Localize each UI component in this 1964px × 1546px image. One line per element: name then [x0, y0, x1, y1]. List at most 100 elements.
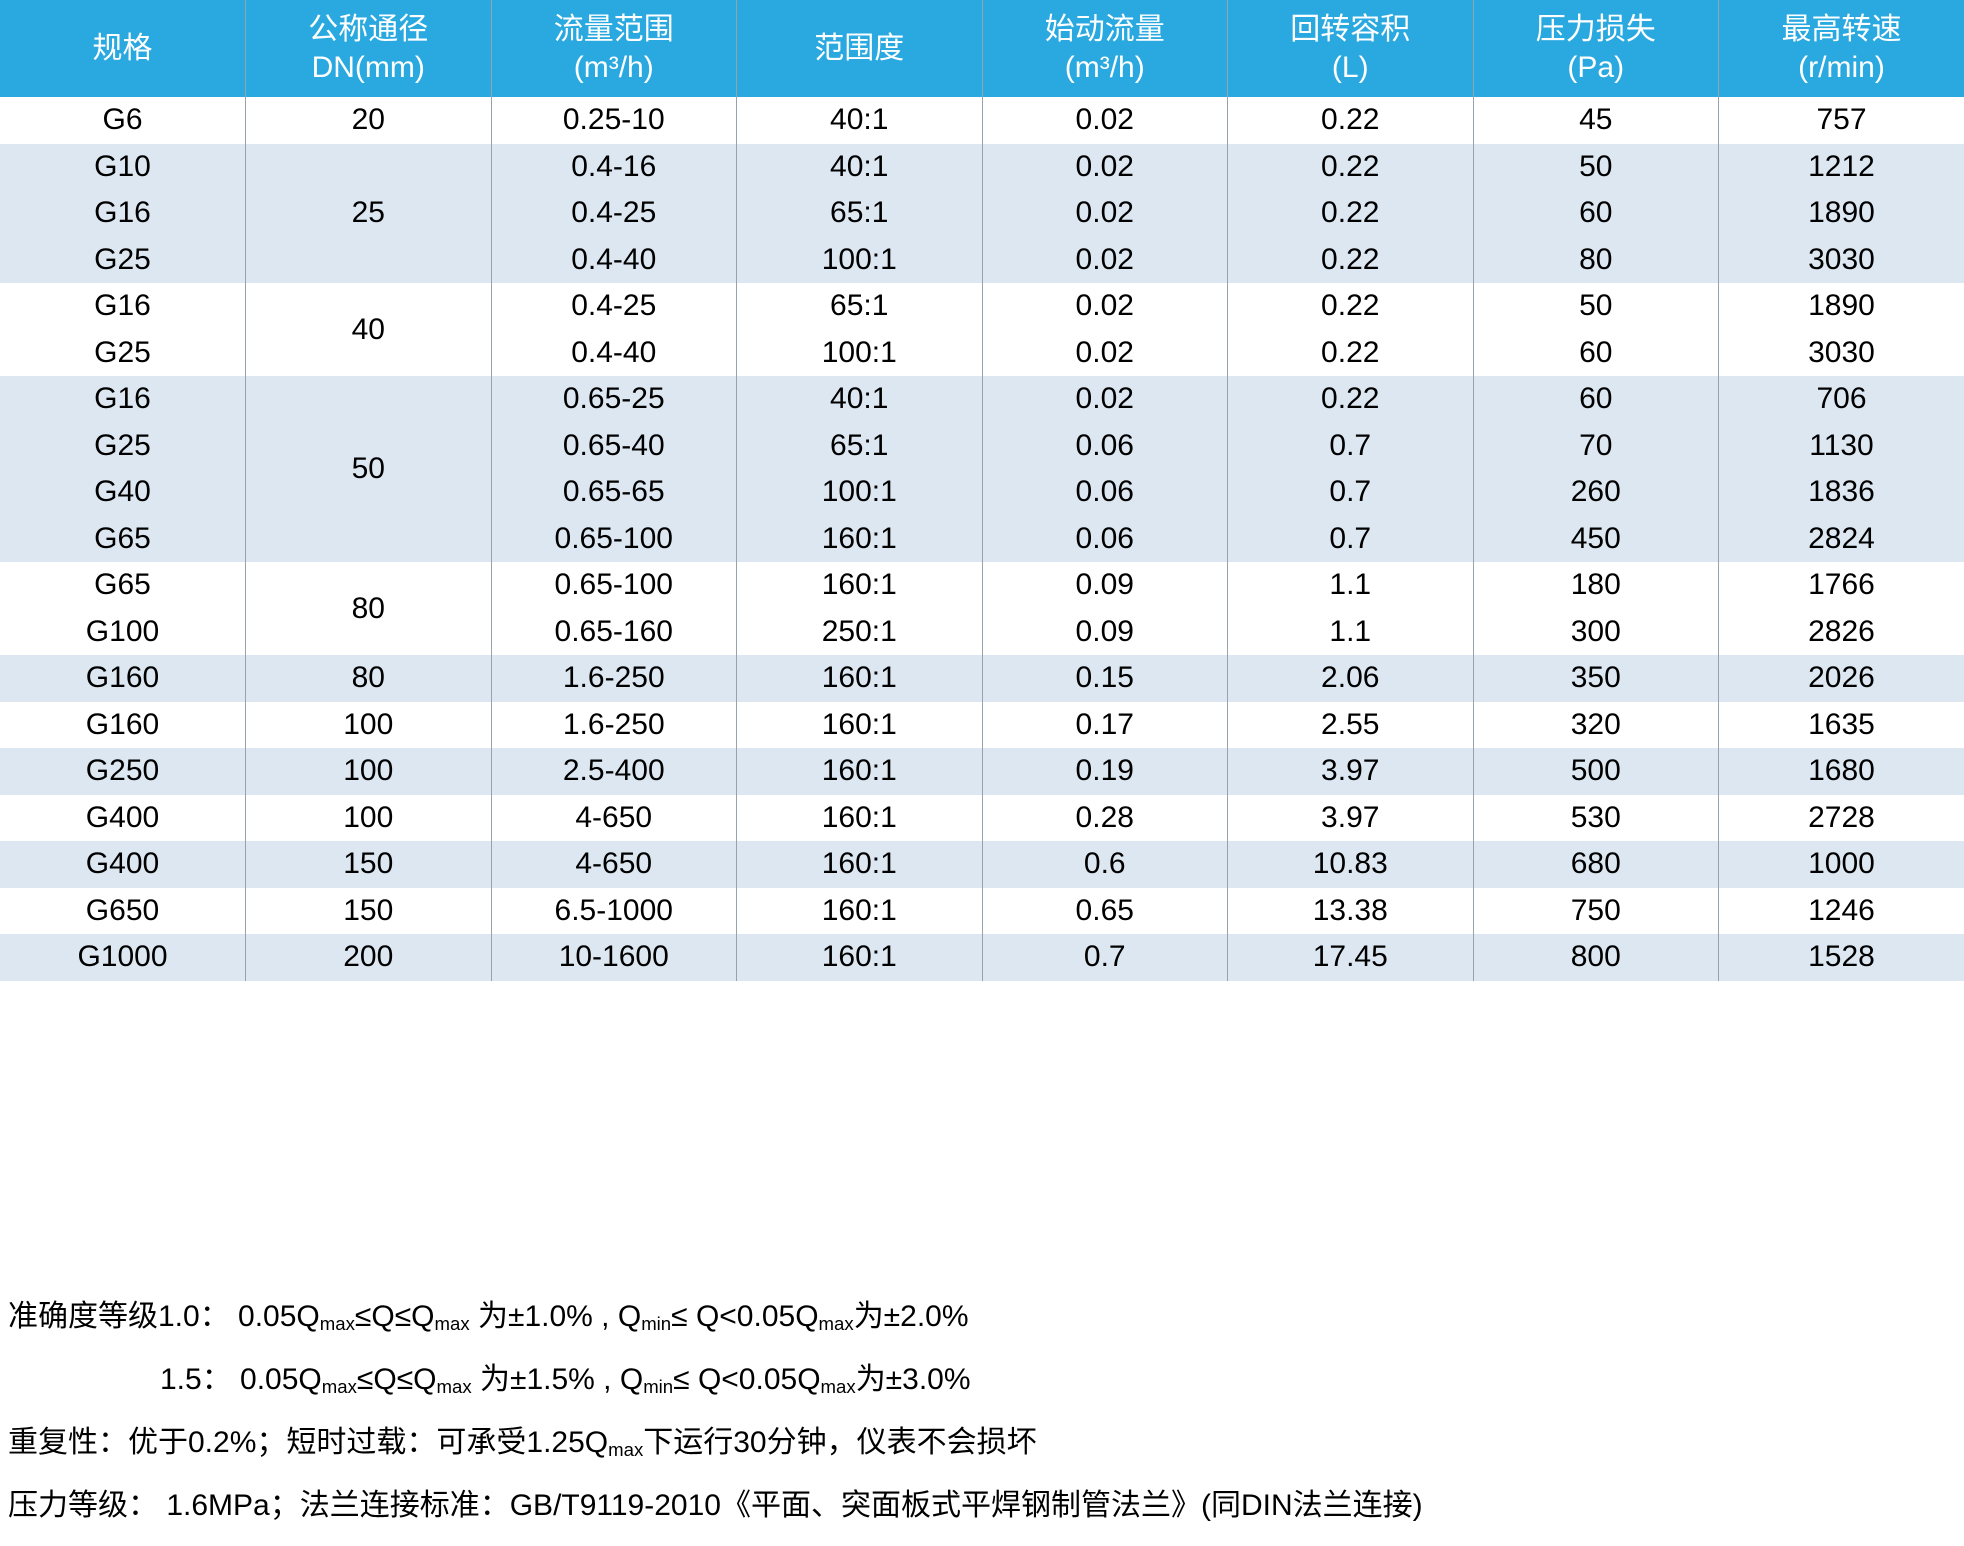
cell-max-speed: 3030 — [1718, 236, 1964, 283]
cell-flow-range: 1.6-250 — [490, 701, 737, 748]
cell-max-speed: 1836 — [1718, 469, 1964, 516]
cell-rangeability: 160:1 — [736, 655, 982, 702]
table-row: G650 150 6.5-1000 160:1 0.65 13.38 750 1246 — [0, 887, 1964, 934]
col-header-rotary-volume: 回转容积 (L) — [1227, 0, 1473, 97]
cell-rangeability: 160:1 — [736, 794, 982, 841]
table-row: G25 0.4-40 100:1 0.02 0.22 80 3030 — [0, 236, 1964, 283]
note-text: ≤Q≤Q — [356, 1362, 437, 1396]
cell-rotary-volume: 2.06 — [1227, 655, 1473, 702]
cell-pressure-loss: 750 — [1472, 887, 1719, 934]
col-header-title: 回转容积 — [1290, 12, 1411, 46]
cell-start-flow: 0.65 — [981, 887, 1228, 934]
col-header-unit: (r/min) — [1798, 50, 1885, 84]
subscript-text: min — [641, 1312, 672, 1334]
table-row: G65 80 0.65-100 160:1 0.09 1.1 180 1766 — [0, 562, 1964, 655]
cell-rangeability: 40:1 — [736, 143, 982, 190]
col-header-unit: DN(mm) — [311, 50, 425, 84]
cell-spec: G25 — [0, 236, 246, 283]
cell-dn: 100 — [245, 748, 491, 795]
cell-flow-range: 0.4-40 — [490, 329, 737, 376]
cell-start-flow: 0.06 — [981, 515, 1228, 562]
cell-max-speed: 1766 — [1718, 562, 1964, 609]
table-row: G16 0.4-25 65:1 0.02 0.22 60 1890 — [0, 190, 1964, 237]
col-header-unit: (m³/h) — [1064, 50, 1145, 84]
cell-rotary-volume: 13.38 — [1227, 887, 1473, 934]
table-row: G1000 200 10-1600 160:1 0.7 17.45 800 1528 — [0, 934, 1964, 981]
cell-dn: 20 — [245, 97, 491, 144]
col-header-flow-range: 流量范围 (m³/h) — [490, 0, 737, 97]
cell-rangeability: 100:1 — [736, 469, 982, 516]
note-text: 重复性：优于0.2%；短时过载：可承受1.25Q — [8, 1425, 609, 1459]
cell-spec: G65 — [0, 515, 246, 562]
cell-rangeability: 65:1 — [736, 190, 982, 237]
col-header-rangeability: 范围度 — [736, 0, 982, 97]
cell-dn: 150 — [245, 841, 491, 888]
cell-start-flow: 0.6 — [981, 841, 1228, 888]
cell-rotary-volume: 10.83 — [1227, 841, 1473, 888]
subscript-text: max — [820, 1375, 856, 1397]
cell-rangeability: 160:1 — [736, 562, 982, 609]
col-header-pressure-loss: 压力损失 (Pa) — [1472, 0, 1719, 97]
cell-max-speed: 706 — [1718, 376, 1964, 423]
note-text: 为±2.0% — [853, 1299, 969, 1333]
cell-pressure-loss: 45 — [1472, 97, 1719, 144]
col-header-start-flow: 始动流量 (m³/h) — [981, 0, 1228, 97]
cell-dn: 50 — [245, 376, 491, 562]
table-row: G6 20 0.25-10 40:1 0.02 0.22 45 757 — [0, 97, 1964, 144]
col-header-title: 压力损失 — [1535, 12, 1656, 46]
cell-flow-range: 0.65-100 — [490, 515, 737, 562]
cell-spec: G250 — [0, 748, 246, 795]
cell-pressure-loss: 70 — [1472, 422, 1719, 469]
cell-pressure-loss: 260 — [1472, 469, 1719, 516]
cell-pressure-loss: 450 — [1472, 515, 1719, 562]
col-header-dn: 公称通径 DN(mm) — [245, 0, 491, 97]
cell-spec: G400 — [0, 841, 246, 888]
subscript-text: max — [434, 1312, 470, 1334]
cell-rangeability: 160:1 — [736, 887, 982, 934]
cell-max-speed: 1528 — [1718, 934, 1964, 981]
cell-max-speed: 2026 — [1718, 655, 1964, 702]
cell-rotary-volume: 1.1 — [1227, 608, 1473, 655]
note-text: ≤Q≤Q — [354, 1299, 435, 1333]
cell-start-flow: 0.09 — [981, 608, 1228, 655]
cell-rangeability: 40:1 — [736, 376, 982, 423]
cell-flow-range: 0.4-16 — [490, 143, 737, 190]
cell-flow-range: 0.4-25 — [490, 283, 737, 330]
cell-spec: G40 — [0, 469, 246, 516]
cell-rotary-volume: 17.45 — [1227, 934, 1473, 981]
col-header-title: 范围度 — [814, 31, 905, 65]
note-repeatability: 重复性：优于0.2%；短时过载：可承受1.25Qmax下运行30分钟，仪表不会损… — [8, 1422, 1964, 1467]
subscript-text: max — [608, 1438, 644, 1460]
cell-start-flow: 0.09 — [981, 562, 1228, 609]
cell-rangeability: 160:1 — [736, 934, 982, 981]
cell-max-speed: 1890 — [1718, 190, 1964, 237]
note-text: ≤ Q<0.05Q — [673, 1362, 821, 1396]
notes-block: 准确度等级1.0： 0.05Qmax≤Q≤Qmax 为±1.0% , Qmin≤… — [0, 1296, 1964, 1527]
cell-rangeability: 250:1 — [736, 608, 982, 655]
cell-start-flow: 0.15 — [981, 655, 1228, 702]
cell-rangeability: 65:1 — [736, 422, 982, 469]
cell-rotary-volume: 0.22 — [1227, 190, 1473, 237]
cell-rangeability: 100:1 — [736, 236, 982, 283]
note-text: ≤ Q<0.05Q — [671, 1299, 819, 1333]
cell-rangeability: 160:1 — [736, 748, 982, 795]
cell-spec: G16 — [0, 376, 246, 423]
cell-spec: G16 — [0, 190, 246, 237]
cell-max-speed: 1000 — [1718, 841, 1964, 888]
cell-max-speed: 1212 — [1718, 143, 1964, 190]
cell-start-flow: 0.06 — [981, 469, 1228, 516]
table-row: G16 50 0.65-25 40:1 0.02 0.22 60 706 — [0, 376, 1964, 562]
cell-pressure-loss: 60 — [1472, 329, 1719, 376]
table-row: G400 100 4-650 160:1 0.28 3.97 530 2728 — [0, 794, 1964, 841]
cell-spec: G400 — [0, 794, 246, 841]
cell-dn: 40 — [245, 283, 491, 376]
cell-spec: G25 — [0, 422, 246, 469]
cell-flow-range: 0.65-160 — [490, 608, 737, 655]
cell-start-flow: 0.02 — [981, 236, 1228, 283]
cell-start-flow: 0.02 — [981, 329, 1228, 376]
spec-table-body: G6 20 0.25-10 40:1 0.02 0.22 45 757 G10 25 0.4-16 4… — [0, 97, 1964, 981]
cell-spec: G160 — [0, 701, 246, 748]
cell-pressure-loss: 50 — [1472, 143, 1719, 190]
cell-flow-range: 6.5-1000 — [490, 887, 737, 934]
note-text: 为±3.0% — [855, 1362, 971, 1396]
